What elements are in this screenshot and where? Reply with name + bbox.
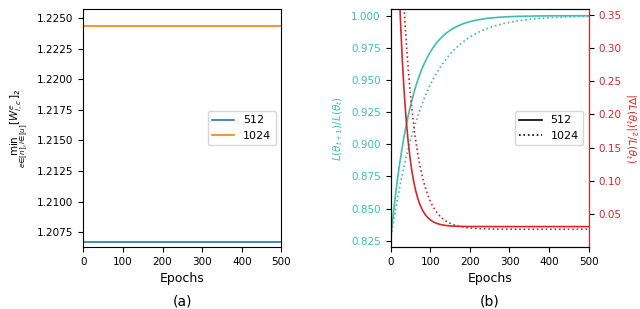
1024 — [237, 25, 245, 28]
512 — [100, 240, 108, 244]
X-axis label: Epochs: Epochs — [160, 273, 205, 286]
Y-axis label: $L(\theta_{t+1})/L(\theta_t)$: $L(\theta_{t+1})/L(\theta_t)$ — [332, 96, 346, 161]
512 — [234, 240, 242, 244]
1024 — [100, 25, 108, 28]
1024 — [159, 25, 167, 28]
Text: (b): (b) — [480, 295, 500, 309]
512 — [159, 240, 167, 244]
Legend: 512, 1024: 512, 1024 — [515, 111, 583, 146]
Legend: 512, 1024: 512, 1024 — [207, 111, 276, 146]
Y-axis label: $\min_{e\in[n],i\in[u]}[W^e_{i,c}]_2$: $\min_{e\in[n],i\in[u]}[W^e_{i,c}]_2$ — [10, 88, 31, 168]
1024 — [216, 25, 223, 28]
Text: (a): (a) — [173, 295, 192, 309]
X-axis label: Epochs: Epochs — [467, 273, 512, 286]
Y-axis label: $|\nabla L(\theta_t)|^2 / L(\theta_t)$: $|\nabla L(\theta_t)|^2 / L(\theta_t)$ — [623, 93, 638, 163]
1024 — [79, 25, 87, 28]
512 — [166, 240, 174, 244]
512 — [278, 240, 285, 244]
1024 — [166, 25, 174, 28]
1024 — [234, 25, 242, 28]
512 — [237, 240, 245, 244]
512 — [79, 240, 87, 244]
512 — [216, 240, 223, 244]
1024 — [278, 25, 285, 28]
